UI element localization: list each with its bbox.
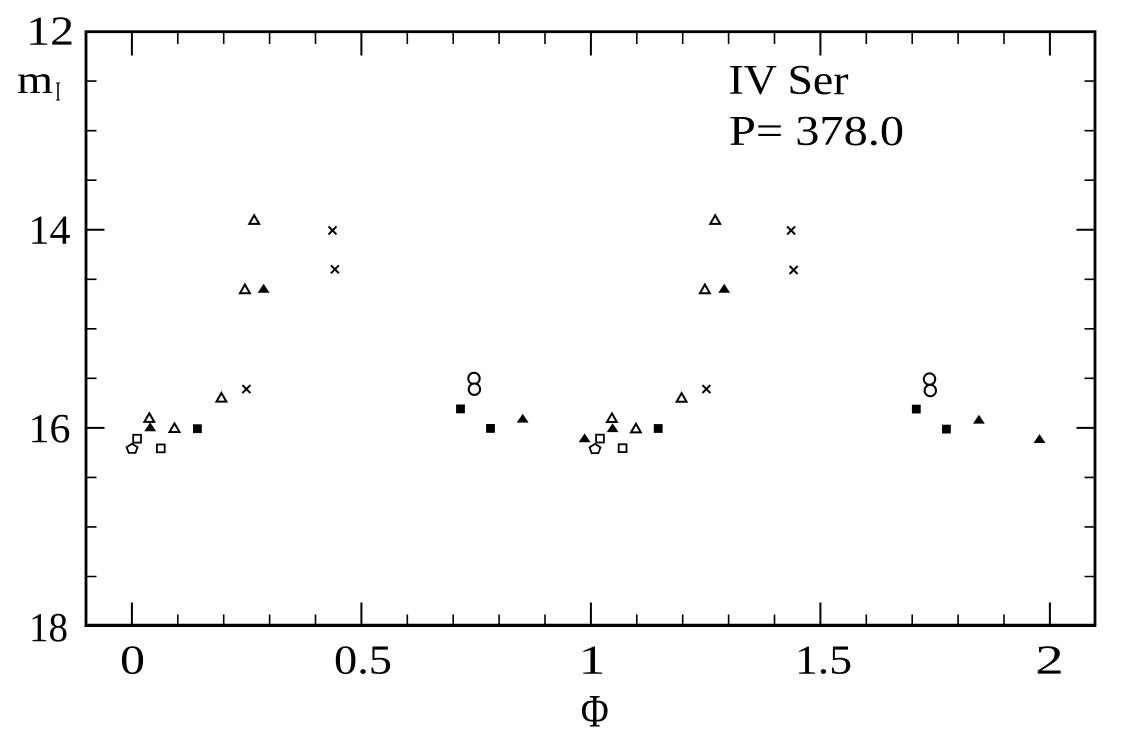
svg-text:P= 378.0: P= 378.0 bbox=[729, 109, 904, 155]
svg-text:IV Ser: IV Ser bbox=[729, 58, 849, 104]
svg-text:0.5: 0.5 bbox=[334, 637, 392, 683]
svg-text:m: m bbox=[17, 57, 53, 102]
svg-text:2: 2 bbox=[1035, 637, 1064, 683]
svg-text:18: 18 bbox=[29, 604, 68, 650]
svg-text:1.5: 1.5 bbox=[795, 637, 852, 683]
svg-text:12: 12 bbox=[26, 8, 74, 54]
svg-text:16: 16 bbox=[29, 405, 71, 451]
svg-text:Φ: Φ bbox=[581, 686, 609, 738]
svg-text:1: 1 bbox=[579, 637, 606, 683]
svg-text:0: 0 bbox=[120, 637, 145, 683]
svg-text:I: I bbox=[55, 77, 61, 107]
svg-text:14: 14 bbox=[29, 206, 71, 252]
